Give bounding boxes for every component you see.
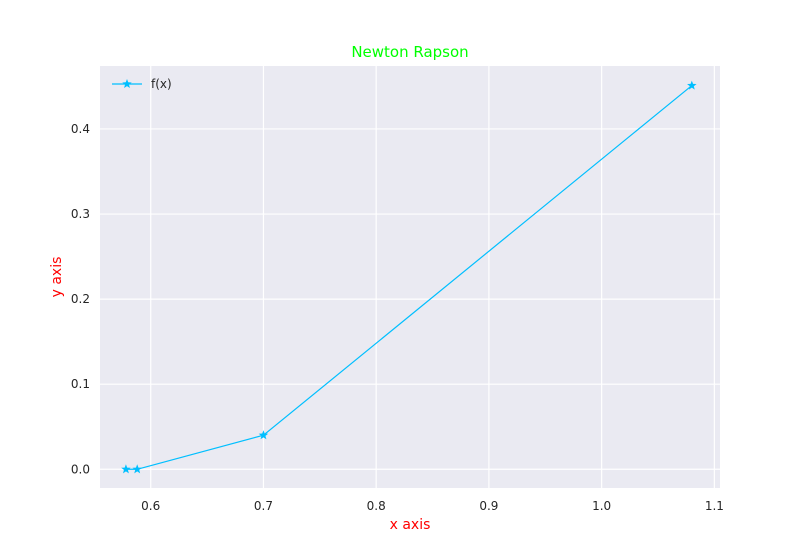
y-tick-label: 0.4	[71, 122, 90, 136]
chart-title: Newton Rapson	[351, 43, 468, 61]
plot-area	[100, 66, 720, 488]
x-tick-label: 0.8	[367, 499, 386, 513]
x-tick-label: 0.6	[141, 499, 160, 513]
data-point-star-marker	[258, 430, 269, 440]
x-tick-label: 0.7	[254, 499, 273, 513]
legend-star-marker	[122, 79, 132, 89]
legend: f(x)	[112, 77, 172, 91]
y-axis-title: y axis	[49, 257, 65, 298]
series-line	[125, 85, 693, 470]
y-tick-label: 0.1	[71, 377, 90, 391]
x-tick-label: 1.0	[592, 499, 611, 513]
x-tick-label: 1.1	[705, 499, 724, 513]
y-tick-label: 0.3	[71, 207, 90, 221]
data-point-star-marker	[132, 464, 142, 474]
grid	[100, 66, 720, 488]
x-tick-label: 0.9	[479, 499, 498, 513]
tick-labels: 0.6 0.7 0.8 0.9 1.0 1.1 0.0 0.1 0.2 0.3 0.4	[71, 122, 724, 513]
y-tick-label: 0.2	[71, 292, 90, 306]
x-axis-title: x axis	[390, 517, 431, 533]
data-point-star-marker	[687, 80, 697, 90]
legend-label: f(x)	[151, 77, 172, 91]
series-layer	[121, 80, 697, 474]
y-tick-label: 0.0	[71, 462, 90, 476]
data-point-star-marker	[121, 464, 131, 474]
